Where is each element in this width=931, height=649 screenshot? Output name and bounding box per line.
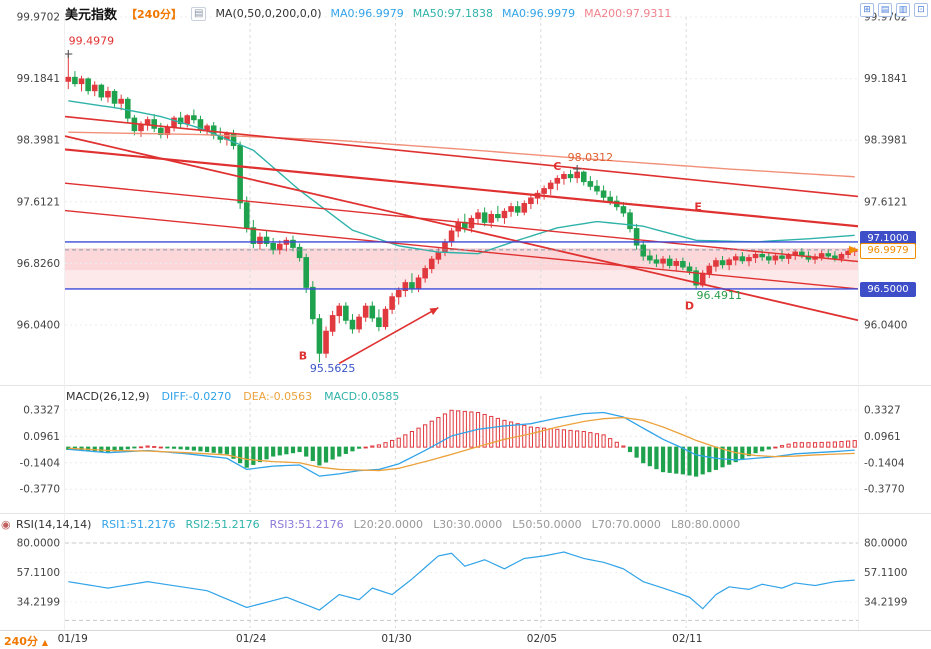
svg-text:34.2199: 34.2199 — [17, 597, 60, 609]
svg-text:99.1841: 99.1841 — [864, 73, 907, 85]
svg-text:C: C — [553, 160, 561, 173]
fullscreen-icon[interactable]: ⊡ — [914, 3, 928, 17]
support-price-tag: 96.5000 — [860, 281, 916, 297]
rsi3-value: RSI3:51.2176 — [269, 518, 344, 531]
time-tick-label: 02/05 — [526, 633, 558, 645]
svg-text:-0.3770: -0.3770 — [864, 484, 905, 496]
svg-text:34.2199: 34.2199 — [864, 597, 907, 609]
ma0-value: MA0:96.9979 — [330, 7, 404, 20]
macd-header: MACD(26,12,9) DIFF:-0.0270 DEA:-0.0563 M… — [66, 390, 399, 403]
symbol-name: 美元指数 — [65, 8, 118, 23]
ma0-value-2: MA0:96.9979 — [501, 7, 576, 20]
rsi-l70-value: L70:70.0000 — [591, 518, 661, 531]
svg-text:-0.3770: -0.3770 — [19, 484, 60, 496]
macd-diff-value: DIFF:-0.0270 — [161, 390, 232, 403]
last-price-tag: 96.9979 — [860, 242, 916, 259]
svg-text:98.3981: 98.3981 — [864, 135, 907, 147]
ma200-value: MA200:97.9311 — [584, 7, 672, 20]
svg-text:96.8260: 96.8260 — [17, 258, 60, 270]
svg-text:0.3327: 0.3327 — [864, 405, 901, 417]
svg-text:98.0312: 98.0312 — [568, 151, 614, 164]
timeframe-label: 240分 — [4, 635, 38, 648]
chart-toolbar: ⊞ ▤ ▥ ⊡ — [860, 3, 928, 17]
svg-text:E: E — [694, 201, 702, 214]
layout-columns-icon[interactable]: ▥ — [896, 3, 910, 17]
svg-text:80.0000: 80.0000 — [17, 538, 60, 550]
layout-rows-icon[interactable]: ▤ — [878, 3, 892, 17]
rsi-l80-value: L80:80.0000 — [670, 518, 741, 531]
ma-formula: MA(0,50,0,200,0,0) — [215, 7, 322, 20]
time-tick-label: 02/11 — [672, 633, 703, 645]
time-tick-label: 01/19 — [57, 633, 88, 645]
macd-formula: MACD(26,12,9) — [66, 390, 150, 403]
svg-text:99.9702: 99.9702 — [17, 12, 60, 24]
rsi-l30-value: L30:30.0000 — [432, 518, 503, 531]
svg-text:0.0961: 0.0961 — [23, 431, 60, 443]
svg-text:96.4911: 96.4911 — [696, 289, 742, 302]
svg-text:-0.1404: -0.1404 — [19, 457, 60, 469]
rsi-l50-value: L50:50.0000 — [512, 518, 582, 531]
time-tick-label: 01/30 — [381, 633, 412, 645]
svg-text:B: B — [299, 349, 307, 362]
svg-text:99.1841: 99.1841 — [17, 73, 60, 85]
crosshair-icon[interactable]: ⊞ — [860, 3, 874, 17]
rsi-formula: RSI(14,14,14) — [16, 518, 92, 531]
rsi2-value: RSI2:51.2176 — [185, 518, 260, 531]
rsi-l20-value: L20:20.0000 — [353, 518, 423, 531]
svg-text:0.0961: 0.0961 — [864, 431, 901, 443]
rsi-header: RSI(14,14,14) RSI1:51.2176 RSI2:51.2176 … — [16, 518, 740, 531]
svg-text:80.0000: 80.0000 — [864, 538, 907, 550]
svg-text:57.1100: 57.1100 — [864, 567, 907, 579]
ma50-value: MA50:97.1838 — [412, 7, 493, 20]
indicator-settings-icon[interactable]: ◉ — [1, 518, 11, 531]
svg-text:D: D — [685, 299, 694, 312]
svg-text:99.4979: 99.4979 — [69, 34, 115, 47]
svg-text:-0.1404: -0.1404 — [864, 457, 905, 469]
resistance-price-tag: 97.1000 — [860, 230, 916, 246]
time-tick-label: 01/24 — [236, 633, 267, 645]
period-label: 【240分】 — [126, 7, 182, 21]
svg-text:95.5625: 95.5625 — [310, 362, 356, 375]
svg-text:57.1100: 57.1100 — [17, 567, 60, 579]
svg-text:97.6121: 97.6121 — [864, 196, 907, 208]
svg-text:0.3327: 0.3327 — [23, 405, 60, 417]
svg-text:96.0400: 96.0400 — [17, 319, 60, 331]
svg-text:98.3981: 98.3981 — [17, 135, 60, 147]
timeframe-selector[interactable]: 240分 ▲ — [4, 633, 48, 649]
up-triangle-icon: ▲ — [41, 638, 48, 647]
kline-settings-icon[interactable]: ▤ — [190, 6, 207, 21]
svg-text:96.0400: 96.0400 — [864, 319, 907, 331]
macd-dea-value: DEA:-0.0563 — [243, 390, 313, 403]
macd-hist-value: MACD:0.0585 — [324, 390, 400, 403]
time-axis: 01/19 01/24 01/30 02/05 02/11 — [0, 631, 931, 647]
rsi1-value: RSI1:51.2176 — [101, 518, 176, 531]
svg-text:97.6121: 97.6121 — [17, 196, 60, 208]
main-chart-header: 美元指数 【240分】 ▤ MA(0,50,0,200,0,0) MA0:96.… — [65, 4, 671, 23]
